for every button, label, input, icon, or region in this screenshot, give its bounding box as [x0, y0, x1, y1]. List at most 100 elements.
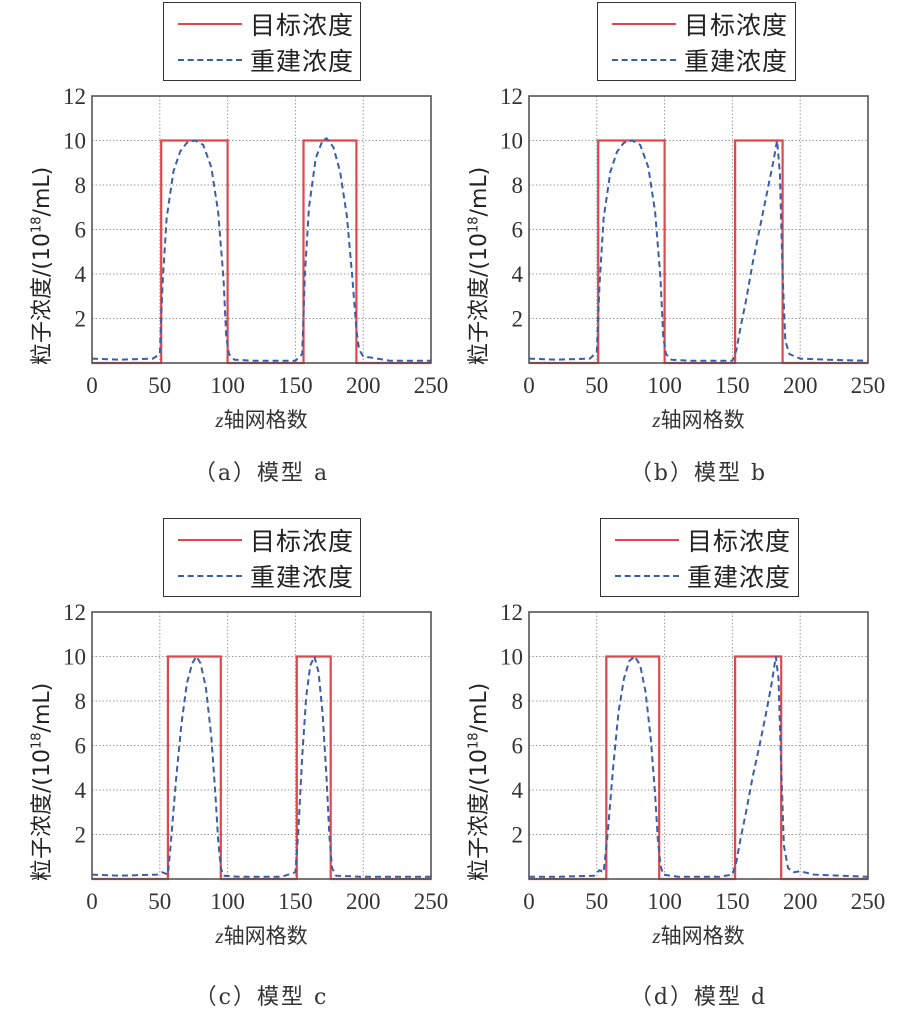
- x-tick-label: 50: [585, 889, 608, 914]
- series-recon-line: [528, 139, 869, 362]
- dashed-line-swatch-icon: [615, 575, 679, 577]
- x-tick-label: 50: [585, 373, 608, 398]
- series-recon-line: [529, 655, 869, 878]
- x-tick-label: 100: [210, 373, 245, 398]
- panel-a: 目标浓度 重建浓度 粒子浓度/(1018/mL) 0 50 100 150 200 250…: [0, 0, 456, 510]
- series-recon-line: [91, 655, 431, 878]
- y-tick-label: 10: [63, 645, 86, 670]
- y-tick-label: 6: [512, 734, 524, 759]
- legend-entry-target: 目标浓度: [164, 7, 360, 41]
- x-tick-label: 50: [148, 889, 171, 914]
- legend-entry-recon: 重建浓度: [601, 559, 798, 593]
- legend-label-target: 目标浓度: [250, 527, 355, 556]
- x-axis-label-text: 轴网格数: [660, 924, 745, 948]
- legend: 目标浓度 重建浓度: [597, 2, 796, 81]
- solid-line-swatch-icon: [178, 539, 242, 541]
- y-tick-label: 12: [500, 600, 523, 625]
- x-tick-label: 200: [783, 373, 818, 398]
- legend-entry-target: 目标浓度: [601, 523, 798, 557]
- y-tick-label: 12: [500, 84, 523, 109]
- legend-label-recon: 重建浓度: [250, 563, 355, 592]
- panel-b: 目标浓度 重建浓度 粒子浓度/(1018/mL) 0 50 100 150 200 250…: [437, 0, 893, 510]
- axes-frame: [91, 611, 432, 880]
- x-tick-label: 0: [86, 373, 98, 398]
- x-tick-label: 200: [346, 889, 381, 914]
- y-tick-label: 6: [75, 734, 87, 759]
- grid-lines: [529, 612, 868, 879]
- solid-line-swatch-icon: [178, 23, 242, 25]
- solid-line-swatch-icon: [615, 539, 679, 541]
- x-tick-label: 150: [278, 373, 313, 398]
- y-tick-label: 4: [512, 262, 524, 287]
- legend-entry-recon: 重建浓度: [164, 43, 360, 77]
- plot-area: 0 50 100 150 200 250 2 4 6 8 10 12: [500, 84, 886, 398]
- y-tick-label: 12: [63, 600, 86, 625]
- x-axis-label: z轴网格数: [92, 920, 431, 950]
- x-tick-label: 100: [647, 373, 682, 398]
- y-tick-label: 2: [512, 307, 524, 332]
- panel-c: 目标浓度 重建浓度 粒子浓度/(1018/mL) 0 50 100 150 200 250…: [0, 516, 456, 1020]
- y-tick-label: 8: [75, 689, 87, 714]
- solid-line-swatch-icon: [612, 23, 676, 25]
- legend-label-target: 目标浓度: [250, 11, 355, 40]
- legend-label-recon: 重建浓度: [684, 47, 789, 76]
- y-tick-label: 6: [75, 218, 87, 243]
- y-tick-label: 8: [512, 173, 524, 198]
- y-tick-label: 2: [75, 307, 87, 332]
- dashed-line-swatch-icon: [178, 575, 242, 577]
- y-tick-label: 2: [75, 823, 87, 848]
- axes-frame: [91, 95, 432, 364]
- y-tick-label: 4: [512, 778, 524, 803]
- x-tick-label: 250: [851, 889, 886, 914]
- legend-entry-target: 目标浓度: [598, 7, 795, 41]
- panel-d: 目标浓度 重建浓度 粒子浓度/(1018/mL) 0 50 100 150 200 250…: [437, 516, 893, 1020]
- legend: 目标浓度 重建浓度: [163, 518, 361, 597]
- subplot-caption: （c）模型 c: [194, 985, 329, 1010]
- y-tick-label: 10: [500, 645, 523, 670]
- dashed-line-swatch-icon: [178, 59, 242, 61]
- subplot-caption: （b）模型 b: [629, 461, 768, 486]
- x-tick-label: 50: [148, 373, 171, 398]
- x-axis-label-var: z: [215, 924, 224, 948]
- subplot-caption: （a）模型 a: [193, 461, 330, 486]
- grid-lines: [92, 612, 431, 879]
- plot-area: 0 50 100 150 200 250 2 4 6 8 10 12: [500, 600, 886, 914]
- x-tick-label: 150: [715, 373, 750, 398]
- axes-frame: [528, 95, 869, 364]
- x-axis-label: z轴网格数: [92, 404, 431, 434]
- plot-area: 0 50 100 150 200 250 2 4 6 8 10 12: [63, 600, 448, 914]
- legend: 目标浓度 重建浓度: [600, 518, 799, 597]
- x-axis-label-text: 轴网格数: [223, 408, 308, 432]
- x-axis-label-var: z: [652, 924, 661, 948]
- x-tick-label: 0: [523, 889, 535, 914]
- x-tick-label: 150: [278, 889, 313, 914]
- y-tick-label: 8: [75, 173, 87, 198]
- series-recon-line: [91, 137, 431, 362]
- x-tick-label: 100: [210, 889, 245, 914]
- y-tick-label: 8: [512, 689, 524, 714]
- x-axis-label-var: z: [215, 408, 224, 432]
- x-tick-label: 0: [523, 373, 535, 398]
- axes-frame: [528, 611, 869, 880]
- legend-label-recon: 重建浓度: [250, 47, 355, 76]
- x-tick-label: 100: [647, 889, 682, 914]
- subplot-caption: （d）模型 d: [629, 985, 768, 1010]
- x-tick-label: 250: [851, 373, 886, 398]
- x-tick-label: 200: [346, 373, 381, 398]
- y-tick-label: 4: [75, 262, 87, 287]
- x-tick-label: 0: [86, 889, 98, 914]
- x-axis-label: z轴网格数: [529, 404, 868, 434]
- legend-entry-recon: 重建浓度: [598, 43, 795, 77]
- legend: 目标浓度 重建浓度: [163, 2, 361, 81]
- legend-label-recon: 重建浓度: [687, 563, 792, 592]
- x-tick-label: 150: [715, 889, 750, 914]
- y-tick-label: 12: [63, 84, 86, 109]
- x-axis-label-var: z: [652, 408, 661, 432]
- y-tick-label: 10: [63, 129, 86, 154]
- plot-area: 0 50 100 150 200 250 2 4 6 8 10 12: [63, 84, 449, 398]
- x-tick-label: 250: [414, 373, 449, 398]
- x-axis-label-text: 轴网格数: [660, 408, 745, 432]
- x-axis-label: z轴网格数: [529, 920, 868, 950]
- y-tick-label: 4: [75, 778, 87, 803]
- legend-label-target: 目标浓度: [684, 11, 789, 40]
